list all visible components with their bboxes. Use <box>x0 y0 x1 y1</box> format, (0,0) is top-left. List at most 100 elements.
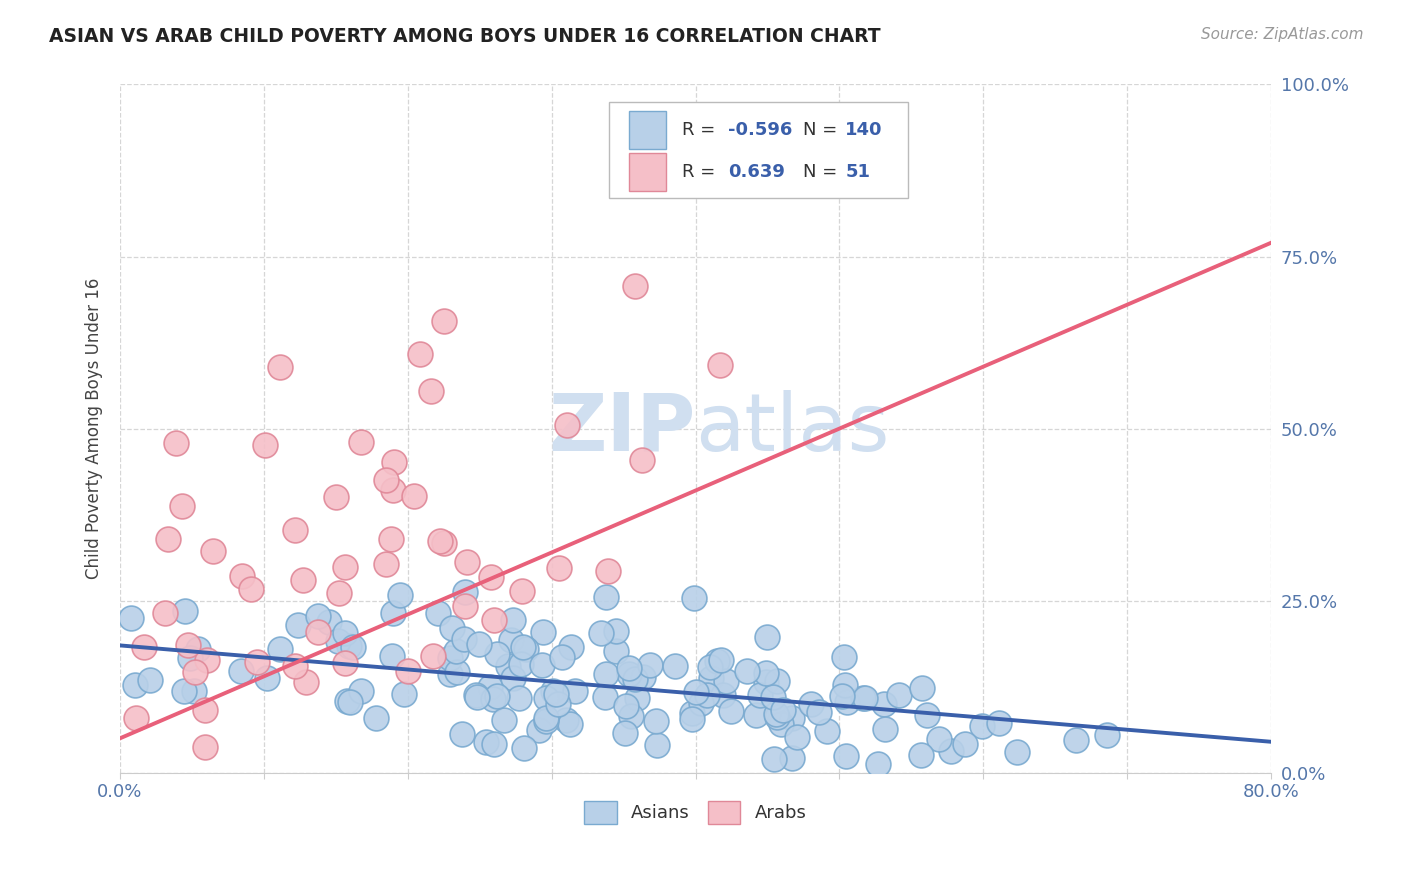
Point <box>868 757 890 772</box>
Point <box>409 347 432 361</box>
Point <box>444 644 467 658</box>
Point <box>284 523 307 537</box>
Text: ZIP: ZIP <box>548 390 696 467</box>
Point <box>295 675 318 690</box>
Point <box>765 706 787 721</box>
Point <box>745 707 768 722</box>
Point <box>735 665 758 679</box>
Point <box>772 703 794 717</box>
Point <box>531 658 554 673</box>
Point <box>269 642 291 657</box>
Point <box>834 677 856 691</box>
Point <box>484 613 506 627</box>
Point <box>699 660 721 674</box>
Point <box>685 684 707 698</box>
Point <box>256 671 278 685</box>
Point <box>915 708 938 723</box>
Point <box>318 615 340 629</box>
Point <box>647 738 669 752</box>
Point <box>195 653 218 667</box>
Point <box>174 604 197 618</box>
Point <box>910 748 932 763</box>
Y-axis label: Child Poverty Among Boys Under 16: Child Poverty Among Boys Under 16 <box>86 278 103 579</box>
Point <box>541 684 564 698</box>
Point <box>700 671 723 685</box>
Point <box>631 453 654 467</box>
Point <box>254 437 277 451</box>
Point <box>780 711 803 725</box>
Point <box>755 631 778 645</box>
Point <box>194 739 217 754</box>
Point <box>350 684 373 698</box>
Point <box>544 687 567 701</box>
Point <box>482 737 505 751</box>
Point <box>380 533 402 547</box>
Point <box>239 582 262 597</box>
Point <box>508 691 530 706</box>
Point <box>873 723 896 737</box>
Point <box>183 683 205 698</box>
Point <box>696 688 718 702</box>
Point <box>173 683 195 698</box>
Point <box>683 591 706 605</box>
Point <box>1095 729 1118 743</box>
Point <box>287 617 309 632</box>
Point <box>664 659 686 673</box>
Point <box>328 586 350 600</box>
Point <box>547 697 569 711</box>
Legend: Asians, Arabs: Asians, Arabs <box>575 792 815 832</box>
Point <box>336 694 359 708</box>
Point <box>201 544 224 558</box>
Point <box>690 697 713 711</box>
Point <box>853 690 876 705</box>
Point <box>988 716 1011 731</box>
Point <box>454 584 477 599</box>
Point <box>374 474 396 488</box>
Point <box>527 723 550 737</box>
Point <box>382 607 405 621</box>
Point <box>335 560 357 574</box>
Point <box>766 710 789 724</box>
Point <box>440 621 463 635</box>
Point <box>762 690 785 704</box>
Bar <box>628 112 665 149</box>
Point <box>231 568 253 582</box>
Point <box>439 651 461 665</box>
Point <box>307 625 329 640</box>
Point <box>749 688 772 702</box>
Point <box>439 666 461 681</box>
Point <box>479 680 502 694</box>
Point <box>605 624 627 638</box>
Point <box>453 632 475 646</box>
Point <box>624 279 647 293</box>
Point <box>366 711 388 725</box>
Point <box>396 665 419 679</box>
Point <box>172 499 194 513</box>
Point <box>165 436 187 450</box>
Point <box>496 658 519 673</box>
Point <box>451 726 474 740</box>
Point <box>194 703 217 717</box>
Point <box>155 606 177 620</box>
Point <box>560 640 582 655</box>
Point <box>124 678 146 692</box>
Point <box>350 435 373 450</box>
Point <box>382 455 405 469</box>
Point <box>720 704 742 718</box>
Point <box>333 656 356 670</box>
Point <box>638 658 661 673</box>
Point <box>381 648 404 663</box>
Text: R =: R = <box>682 121 721 139</box>
Point <box>800 697 823 711</box>
Point <box>515 642 537 657</box>
Point <box>762 752 785 766</box>
Point <box>564 684 586 698</box>
Point <box>613 726 636 740</box>
Point <box>631 670 654 684</box>
Point <box>502 671 524 685</box>
Point <box>510 657 533 672</box>
Point <box>710 653 733 667</box>
Point <box>307 609 329 624</box>
Point <box>551 650 574 665</box>
Point <box>852 690 875 705</box>
